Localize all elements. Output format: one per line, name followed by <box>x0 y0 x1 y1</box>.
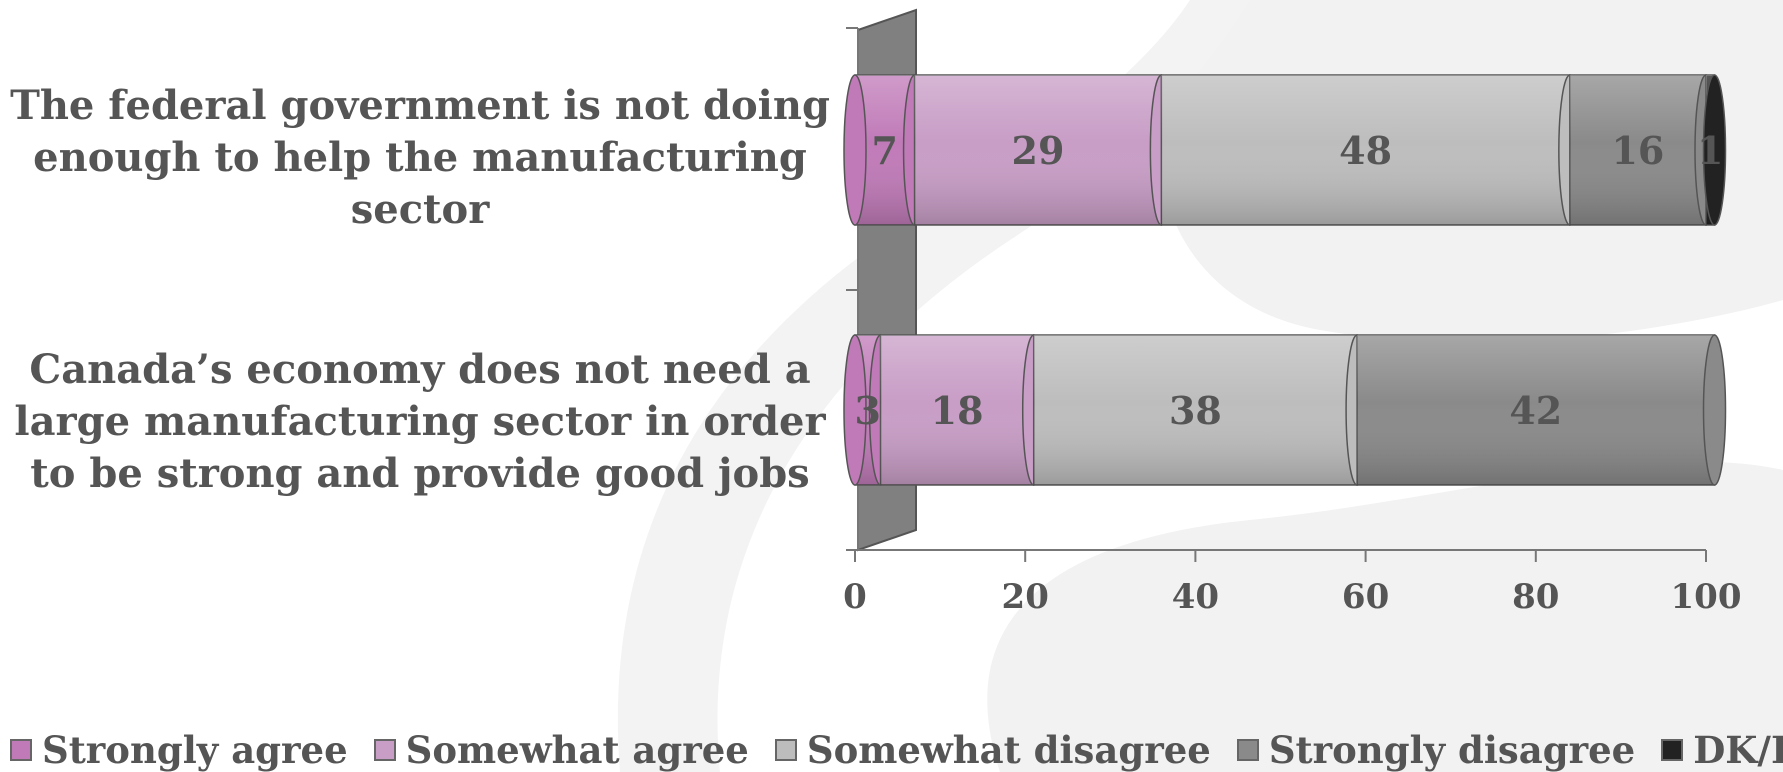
x-tick-label: 20 <box>1002 577 1049 617</box>
legend-swatch <box>1661 739 1684 761</box>
bar-segment-shade <box>914 75 1162 225</box>
legend-swatch <box>10 739 32 761</box>
bars-layer <box>843 74 1727 486</box>
bar-cap <box>1702 74 1727 226</box>
data-label: 18 <box>931 388 984 433</box>
x-tick-label: 100 <box>1671 577 1742 617</box>
data-label: 29 <box>1012 128 1065 173</box>
bar-segment-shade <box>1569 75 1706 225</box>
data-label: 16 <box>1611 128 1664 173</box>
legend-item-strongly-disagree: Strongly disagree <box>1236 728 1636 772</box>
legend-label: Somewhat disagree <box>806 728 1211 772</box>
bar-segment-shade <box>1161 75 1570 225</box>
x-tick-label: 40 <box>1172 577 1219 617</box>
x-tick-label: 80 <box>1512 577 1559 617</box>
bar-cap-left <box>843 334 867 486</box>
bar-cap <box>1702 334 1727 486</box>
category-label-0: The federal government is not doing enou… <box>10 82 830 233</box>
bar-segment-shade <box>1033 335 1358 485</box>
data-label: 7 <box>872 128 898 173</box>
x-tick-label: 60 <box>1342 577 1389 617</box>
bar-segment-shade <box>1357 335 1715 485</box>
legend-swatch <box>774 739 797 761</box>
bar-segment-shade <box>880 335 1034 485</box>
bar-cap-left <box>843 74 867 226</box>
legend-label: Strongly disagree <box>1268 728 1636 772</box>
legend-label: DK/Ref <box>1693 728 1783 772</box>
legend-item-dk-ref: DK/Ref <box>1661 728 1783 772</box>
data-label: 48 <box>1339 128 1392 173</box>
category-label-1: Canada’s economy does not need a large m… <box>14 346 826 497</box>
data-label: 1 <box>1697 128 1723 173</box>
legend-label: Strongly agree <box>42 728 348 772</box>
legend-item-strongly-agree: Strongly agree <box>10 728 348 772</box>
data-label: 38 <box>1169 388 1222 433</box>
legend-item-somewhat-disagree: Somewhat disagree <box>774 728 1211 772</box>
data-labels-layer: 7 29 48 16 1 3 18 38 42 <box>855 128 1724 433</box>
legend-item-somewhat-agree: Somewhat agree <box>373 728 749 772</box>
legend-label: Somewhat agree <box>405 728 749 772</box>
data-label: 3 <box>855 388 881 433</box>
legend: Strongly agree Somewhat agree Somewhat d… <box>10 728 1783 772</box>
x-tick-label: 0 <box>843 577 867 617</box>
legend-swatch <box>373 739 396 761</box>
legend-swatch <box>1236 739 1259 761</box>
data-label: 42 <box>1509 388 1562 433</box>
